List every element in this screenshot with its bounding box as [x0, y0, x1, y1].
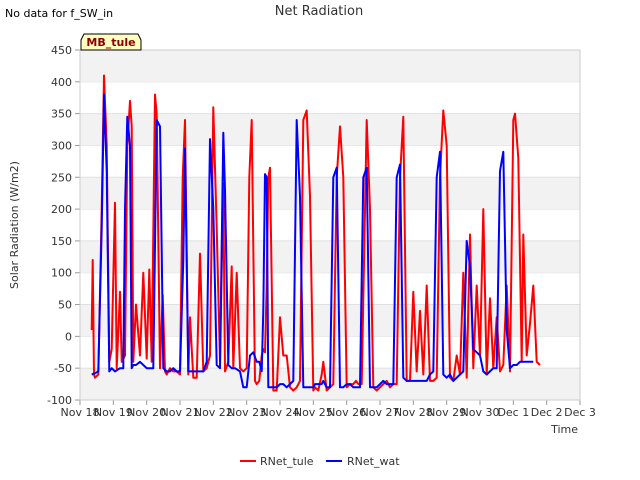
- x-tick-label: Nov 21: [161, 406, 200, 419]
- x-tick-label: Nov 23: [227, 406, 266, 419]
- y-tick-label: 450: [51, 44, 72, 57]
- x-tick-label: Nov 27: [361, 406, 400, 419]
- y-tick-label: 0: [65, 330, 72, 343]
- x-tick-label: Nov 19: [94, 406, 133, 419]
- x-tick-label: Dec 1: [497, 406, 529, 419]
- grid-band: [80, 113, 580, 146]
- y-tick-label: 150: [51, 235, 72, 248]
- y-tick-label: -100: [47, 394, 72, 407]
- site-badge-label: MB_tule: [86, 36, 135, 49]
- grid-band: [80, 177, 580, 210]
- no-data-notice: No data for f_SW_in: [5, 7, 114, 20]
- x-tick-label: Nov 29: [427, 406, 466, 419]
- series-line-rnet-tule: [90, 74, 541, 392]
- grid-band: [80, 50, 580, 82]
- y-tick-label: 400: [51, 76, 72, 89]
- site-badge: MB_tule: [80, 33, 142, 51]
- x-tick-label: Nov 24: [261, 406, 300, 419]
- y-tick-label: 250: [51, 171, 72, 184]
- x-axis-label: Time: [550, 423, 578, 436]
- x-tick-label: Dec 2: [531, 406, 563, 419]
- x-tick-label: Nov 26: [327, 406, 366, 419]
- y-tick-label: -50: [54, 362, 72, 375]
- x-tick-label: Dec 3: [564, 406, 596, 419]
- series-lines: [90, 74, 541, 392]
- y-tick-label: 350: [51, 108, 72, 121]
- legend: RNet_tule RNet_wat: [240, 455, 400, 468]
- plot-frame: [79, 49, 581, 401]
- grid-band: [80, 240, 580, 273]
- y-axis-ticks: -100 -50 0 50 100 150 200 250 300 350 400 450: [47, 44, 80, 407]
- x-tick-label: Nov 22: [194, 406, 233, 419]
- x-tick-label: Nov 30: [461, 406, 500, 419]
- x-tick-label: Nov 20: [127, 406, 166, 419]
- y-tick-label: 300: [51, 139, 72, 152]
- y-tick-label: 100: [51, 267, 72, 280]
- y-tick-label: 200: [51, 203, 72, 216]
- y-axis-label: Solar Radiation (W/m2): [8, 161, 21, 289]
- y-tick-label: 50: [58, 299, 72, 312]
- x-tick-label: Nov 18: [61, 406, 100, 419]
- x-tick-label: Nov 28: [394, 406, 433, 419]
- x-tick-label: Nov 25: [294, 406, 333, 419]
- legend-label-rnet-tule: RNet_tule: [260, 455, 314, 468]
- legend-label-rnet-wat: RNet_wat: [347, 455, 400, 468]
- background-bands: [80, 49, 580, 400]
- series-line-rnet-wat: [91, 93, 534, 389]
- chart-title: Net Radiation: [275, 4, 363, 19]
